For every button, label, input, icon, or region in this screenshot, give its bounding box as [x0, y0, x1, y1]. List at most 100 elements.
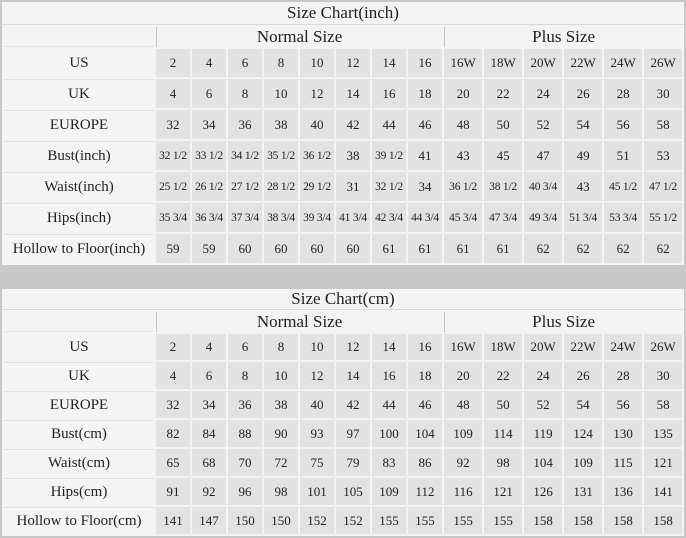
size-cell: 18W — [484, 334, 523, 360]
size-cell: 14 — [372, 49, 406, 77]
size-cell: 20 — [444, 362, 483, 389]
size-cell: 82 — [156, 420, 190, 447]
row-label: EUROPE — [4, 391, 154, 418]
table-row: US 2 4 6 8 10 12 14 16 16W 18W 20W 22W 24W 26W — [4, 49, 683, 77]
size-cell: 92 — [192, 478, 226, 505]
size-cell: 135 — [644, 420, 683, 447]
size-cell: 104 — [524, 449, 563, 476]
size-cell: 20W — [524, 49, 563, 77]
size-cell: 51 — [604, 141, 643, 170]
size-cell: 18 — [408, 362, 443, 389]
size-cell: 38 1/2 — [484, 172, 523, 201]
size-cell: 22 — [484, 79, 523, 108]
size-cell: 109 — [372, 478, 406, 505]
size-cell: 91 — [156, 478, 190, 505]
column-group-label: Plus Size — [444, 27, 683, 47]
size-cell: 104 — [408, 420, 443, 447]
size-cell: 50 — [484, 110, 523, 139]
size-chart-cm-table: Normal Size Plus Size US 2 4 6 8 10 12 14 16 16W 18W… — [2, 310, 684, 536]
size-cell: 98 — [264, 478, 298, 505]
size-cell: 54 — [564, 110, 603, 139]
table-row: Waist(inch) 25 1/2 26 1/2 27 1/2 28 1/2 29 1/… — [4, 172, 683, 201]
size-cell: 24 — [524, 79, 563, 108]
size-cell: 8 — [228, 362, 262, 389]
size-cell: 6 — [192, 79, 226, 108]
size-cell: 8 — [228, 79, 262, 108]
size-cell: 119 — [524, 420, 563, 447]
size-cell: 109 — [564, 449, 603, 476]
size-cell: 12 — [300, 362, 334, 389]
table-row: Bust(cm) 82 84 88 90 93 97 100 104 109 114 119 124 13… — [4, 420, 683, 447]
size-cell: 47 3/4 — [484, 203, 523, 232]
size-cell: 124 — [564, 420, 603, 447]
size-cell: 31 — [336, 172, 370, 201]
size-cell: 42 3/4 — [372, 203, 406, 232]
size-cell: 47 — [524, 141, 563, 170]
size-cell: 38 — [264, 110, 298, 139]
row-label: EUROPE — [4, 110, 154, 139]
size-cell: 12 — [336, 334, 370, 360]
row-label: Bust(inch) — [4, 141, 154, 170]
row-label: Waist(cm) — [4, 449, 154, 476]
size-cell: 6 — [192, 362, 226, 389]
size-cell: 30 — [644, 362, 683, 389]
size-chart-inch-block: Size Chart(inch) Normal Size Plus Size US 2… — [2, 2, 684, 265]
size-cell: 12 — [300, 79, 334, 108]
size-cell: 97 — [336, 420, 370, 447]
size-cell: 40 — [300, 391, 334, 418]
size-cell: 121 — [484, 478, 523, 505]
size-cell: 36 1/2 — [444, 172, 483, 201]
size-cell: 41 3/4 — [336, 203, 370, 232]
size-cell: 39 3/4 — [300, 203, 334, 232]
size-cell: 47 1/2 — [644, 172, 683, 201]
size-cell: 26W — [644, 334, 683, 360]
size-cell: 40 3/4 — [524, 172, 563, 201]
size-cell: 39 1/2 — [372, 141, 406, 170]
size-cell: 10 — [264, 362, 298, 389]
size-cell: 16 — [372, 79, 406, 108]
table-row: Hips(cm) 91 92 96 98 101 105 109 112 116 121 126 131… — [4, 478, 683, 505]
table-row: EUROPE 32 34 36 38 40 42 44 46 48 50 52 54 56 58 — [4, 391, 683, 418]
table-row: UK 4 6 8 10 12 14 16 18 20 22 24 26 28 30 — [4, 79, 683, 108]
size-cell: 70 — [228, 449, 262, 476]
size-cell: 34 — [408, 172, 443, 201]
size-cell: 41 — [408, 141, 443, 170]
size-cell: 52 — [524, 391, 563, 418]
size-cell: 114 — [484, 420, 523, 447]
size-cell: 4 — [192, 334, 226, 360]
size-chart-cm-title: Size Chart(cm) — [2, 289, 684, 310]
size-cell: 16 — [408, 334, 443, 360]
size-cell: 10 — [264, 79, 298, 108]
size-cell: 42 — [336, 110, 370, 139]
column-group-row: Normal Size Plus Size — [4, 312, 683, 332]
size-cell: 38 3/4 — [264, 203, 298, 232]
size-cell: 61 — [484, 234, 523, 263]
size-cell: 62 — [644, 234, 683, 263]
size-cell: 59 — [156, 234, 190, 263]
size-cell: 4 — [156, 79, 190, 108]
size-cell: 10 — [300, 49, 334, 77]
size-cell: 14 — [372, 334, 406, 360]
size-cell: 96 — [228, 478, 262, 505]
size-cell: 86 — [408, 449, 443, 476]
size-cell: 34 1/2 — [228, 141, 262, 170]
size-cell: 56 — [604, 391, 643, 418]
size-cell: 68 — [192, 449, 226, 476]
size-cell: 32 — [156, 391, 190, 418]
size-cell: 46 — [408, 391, 443, 418]
column-group-label: Plus Size — [444, 312, 683, 332]
size-cell: 34 — [192, 391, 226, 418]
size-cell: 75 — [300, 449, 334, 476]
size-cell: 60 — [336, 234, 370, 263]
size-cell: 79 — [336, 449, 370, 476]
size-cell: 121 — [644, 449, 683, 476]
size-cell: 14 — [336, 79, 370, 108]
size-cell: 43 — [444, 141, 483, 170]
row-label: UK — [4, 79, 154, 108]
size-cell: 18 — [408, 79, 443, 108]
size-cell: 72 — [264, 449, 298, 476]
size-cell: 30 — [644, 79, 683, 108]
size-cell: 24W — [604, 334, 643, 360]
size-cell: 44 — [372, 110, 406, 139]
size-cell: 36 — [228, 391, 262, 418]
